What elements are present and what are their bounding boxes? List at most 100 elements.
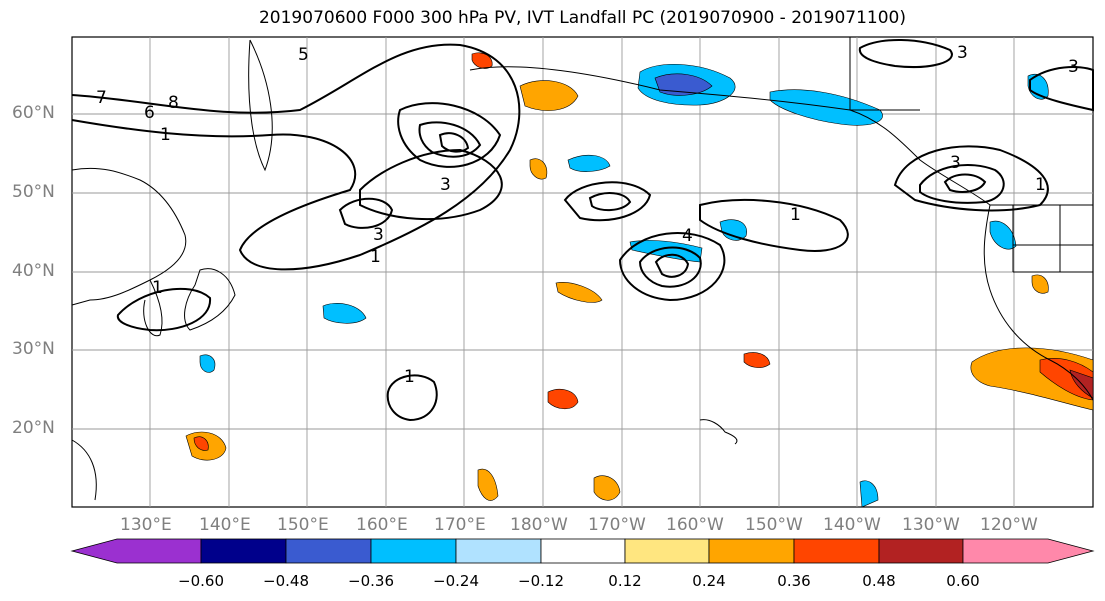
contour-label: 4 [682,226,693,246]
colorbar-segment [962,538,1095,564]
colorbar-segment [370,538,457,564]
longitude-label: 130°E [120,515,172,535]
contour-label: 1 [790,205,801,225]
shade-blob [519,80,579,111]
colorbar-segment [200,538,287,564]
pv-contour [338,197,394,229]
colorbar [70,538,1095,564]
contour-label: 3 [440,175,451,195]
longitude-label: 130°W [902,515,960,535]
pv-contour [638,246,702,288]
shade-blob [593,475,621,501]
contour-label: 3 [373,225,384,245]
colorbar-segment [708,538,795,564]
contour-label: 7 [96,88,107,108]
latitude-label: 20°N [12,418,55,438]
longitude-label: 170°E [434,515,486,535]
colorbar-segment [793,538,880,564]
latitude-label: 30°N [12,339,55,359]
pv-contours [71,39,1094,422]
contour-label: 1 [370,247,381,267]
shade-blob [1031,274,1049,294]
colorbar-segment [540,538,626,564]
longitude-label: 150°E [277,515,329,535]
contour-label: 1 [404,367,415,387]
colorbar-segment [878,538,964,564]
pv-contour [116,287,212,332]
pv-contour [359,148,503,221]
colorbar-tick-label: −0.12 [518,572,564,590]
pv-contour [418,121,482,158]
colorbar-tick-label: −0.24 [433,572,479,590]
colorbar-segment [70,538,202,564]
contour-label: 1 [1035,175,1046,195]
contour-label: 6 [144,103,155,123]
pv-contour [654,253,690,278]
shade-blob [654,73,713,96]
map-title: 2019070600 F000 300 hPa PV, IVT Landfall… [258,8,906,28]
contour-label: 3 [950,153,961,173]
shade-blob [529,158,548,180]
longitude-label: 160°E [356,515,408,535]
shade-blob [859,480,879,508]
pv-contour [943,173,987,193]
pv-contour [386,374,438,422]
shade-blob [555,282,603,303]
pv-contour [919,164,1005,204]
coastline-philippines [71,439,97,501]
shade-blob [719,219,747,241]
pv-contour [397,102,502,168]
shade-blob [477,468,499,501]
shade-blob [769,89,883,126]
pv-contour [1029,66,1094,112]
shade-blob [193,436,209,451]
contour-label: 3 [1068,57,1079,77]
state-borders [1012,205,1093,273]
pv-contour [438,132,470,153]
contour-label: 1 [160,125,171,145]
longitude-label: 120°W [980,515,1038,535]
pv-contour [588,192,632,212]
colorbar-tick-label: 0.60 [946,572,980,590]
contour-label: 8 [168,93,179,113]
longitude-label: 150°W [745,515,803,535]
pv-contour [858,39,953,69]
shade-blob [471,52,493,69]
colorbar-tick-label: −0.48 [263,572,309,590]
contour-label-group: 1 1 1 1 1 1 3 3 3 3 3 4 5 6 7 8 [96,43,1079,387]
canada-box [849,37,920,111]
colorbar-segment [624,538,710,564]
shade-blob [199,354,216,373]
shade-blob [989,220,1017,250]
contour-label: 1 [152,278,163,298]
coastline-kamchatka [248,39,273,172]
pv-contour [71,43,521,271]
shade-blob [322,303,367,324]
contour-label: 3 [957,43,968,63]
shade-blob [743,352,771,368]
colorbar-tick-label: 0.36 [777,572,811,590]
coastline-korea [143,279,163,337]
coastline-hawaii [699,419,738,445]
longitude-label: 180°W [510,515,568,535]
latitude-label: 40°N [12,261,55,281]
coastline-asia [71,167,187,306]
longitude-label: 160°W [666,515,724,535]
pv-contour [618,232,726,302]
pv-contour [699,199,849,252]
latitude-label: 50°N [12,182,55,202]
coastline-japan [184,268,236,331]
contour-label: 5 [298,45,309,65]
colorbar-tick-label: 0.12 [608,572,642,590]
colorbar-tick-label: 0.48 [862,572,896,590]
shade-blob [547,389,579,410]
pv-contour [563,181,652,222]
longitude-label: 170°W [588,515,646,535]
pv-contour [893,145,1049,212]
colorbar-tick-label: −0.60 [178,572,224,590]
longitude-label: 140°W [823,515,881,535]
colorbar-tick-label: −0.36 [348,572,394,590]
colorbar-tick-label: 0.24 [692,572,726,590]
longitude-label: 140°E [199,515,251,535]
